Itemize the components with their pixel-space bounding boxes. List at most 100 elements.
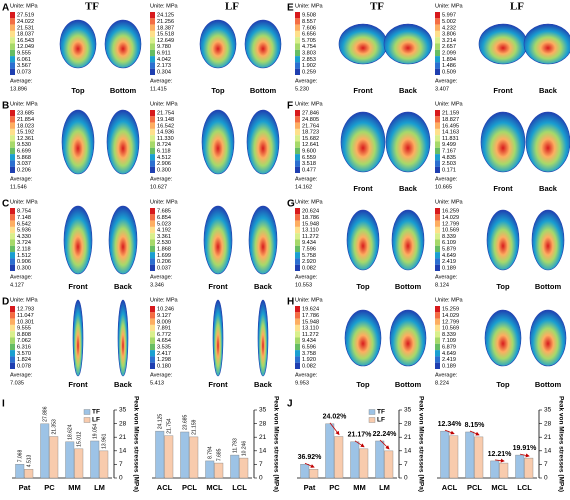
scale-value: 0.477 [302,167,316,173]
scale-value: 0.189 [442,265,456,271]
color-bar-segment [150,135,155,142]
scale-value: 2.530 [157,240,171,246]
scale-value: 15.192 [17,130,34,136]
scale-value: 0.304 [157,69,171,75]
color-bar-segment [10,331,15,338]
bar [90,440,100,479]
scale-value: 9.555 [17,50,31,56]
legend-unit: Unite: MPa [435,101,464,107]
color-bar-segment [10,324,15,332]
color-bar-segment [10,49,15,57]
color-bar-segment [435,331,440,338]
scale-value: 12.649 [157,38,174,44]
stress-contour-model [72,299,84,377]
average-value: 11.415 [150,86,167,92]
scale-value: 18.723 [302,130,319,136]
scale-value: 9.530 [17,142,31,148]
color-bar-segment [295,68,300,75]
color-bar-segment [435,264,440,271]
percent-change: 21.17% [348,432,373,439]
color-bar-segment [435,122,440,129]
color-bar-segment [295,141,300,148]
color-bar-segment [435,166,440,173]
scale-value: 2.503 [442,161,456,167]
stress-contour-model [61,109,95,175]
color-bar-segment [10,68,15,75]
x-tick-label: LCL [517,483,532,492]
percent-change: 36.92% [298,454,323,461]
color-bar-segment [10,43,15,50]
scale-value: 9.600 [302,148,316,154]
color-bar-segment [150,220,155,227]
scale-value: 18.387 [157,25,174,31]
bar [465,431,475,479]
color-bar-segment [435,252,440,259]
color-bar-segment [435,233,440,240]
view-label: Back [539,86,558,95]
stress-contour-model [480,111,526,173]
color-bar-segment [150,343,155,351]
bar [474,436,484,479]
bar [74,448,84,479]
scale-value: 6.542 [17,221,31,227]
color-bar-segment [10,24,15,31]
scale-value: 0.300 [157,167,171,173]
view-label: Front [68,282,88,291]
view-label: Top [496,282,510,291]
stress-contour-model [383,23,433,65]
average-label: Average: [435,372,458,378]
color-bar-segment [435,12,440,19]
average-value: 5.230 [295,86,309,92]
color-bar-segment [10,233,15,240]
color-bar-segment [10,318,15,325]
scale-value: 2.419 [442,259,456,265]
color-bar-segment [295,245,300,253]
stress-contour-model [212,299,224,377]
legend-unit: Unite: MPa [10,297,39,303]
scale-value: 15.682 [302,136,319,142]
scale-value: 3.806 [442,32,456,38]
scale-value: 6.854 [157,215,171,221]
bar [49,436,59,479]
color-bar-segment [10,30,15,38]
scale-value: 5.023 [157,221,171,227]
stress-contour-model [346,209,380,271]
color-bar-segment [150,350,155,357]
scale-value: 8.339 [442,332,456,338]
stress-contour-model [338,23,388,65]
column-header: TF [85,1,99,13]
stress-contour-model [486,209,520,271]
scale-value: 0.082 [302,265,316,271]
legend-label: TF [377,409,385,416]
color-bar-segment [150,306,155,313]
x-tick-label: LCL [232,483,247,492]
panel-letter: E [287,3,294,14]
color-bar-segment [150,12,155,19]
bar [239,457,249,479]
color-bar-segment [150,128,155,136]
color-bar-segment [295,37,300,44]
scale-value: 27.846 [302,111,319,117]
color-bar-segment [10,116,15,123]
data-label: 19.054 [92,423,98,439]
scale-value: 1.298 [157,357,171,363]
color-bar-segment [435,343,440,351]
scale-value: 17.786 [302,313,319,319]
color-bar-segment [295,62,300,69]
stress-contour-model [108,205,138,275]
color-bar-segment [295,49,300,57]
y-tick-label: 0 [404,475,408,482]
view-label: Top [356,380,370,389]
y-tick-label: 14 [119,448,127,455]
data-label: 10.246 [241,441,247,457]
scale-value: 14.936 [157,130,174,136]
panel-letter: D [2,297,9,308]
bar [180,431,190,479]
color-bar-segment [435,37,440,44]
legend-unit: Unite: MPa [150,297,179,303]
view-label: Back [254,282,273,291]
color-bar-segment [435,147,440,155]
legend-unit: Unite: MPa [435,297,464,303]
bar [375,440,385,479]
scale-value: 3.535 [157,344,171,350]
